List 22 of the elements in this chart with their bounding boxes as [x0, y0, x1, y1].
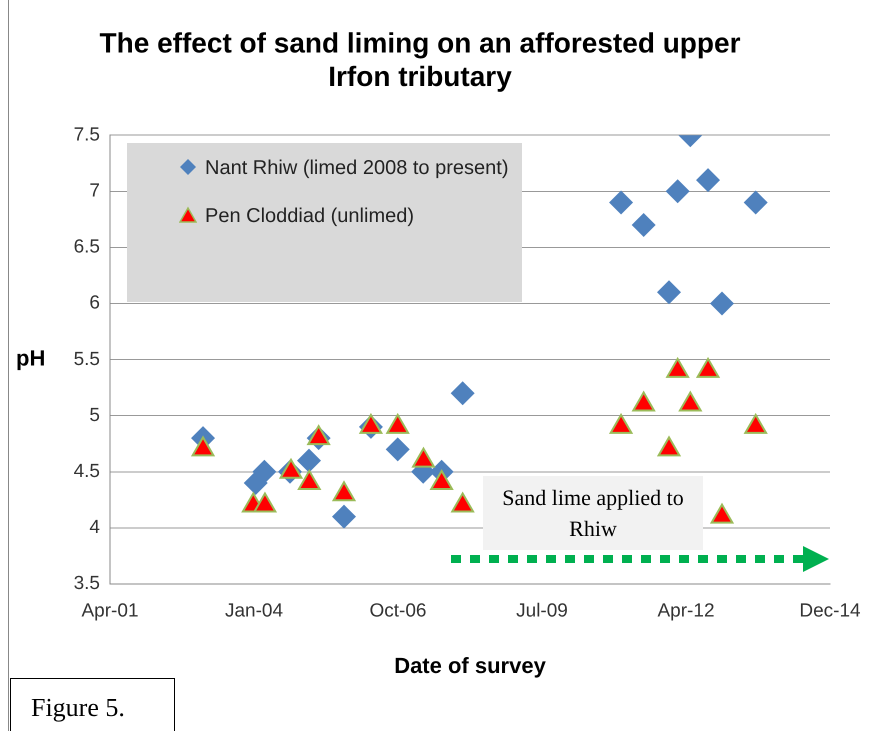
y-tick-label: 7.5: [74, 124, 100, 146]
x-tick-label: Apr-12: [657, 600, 715, 622]
x-tick-label: Dec-14: [799, 600, 862, 622]
x-tick-label: Oct-06: [369, 600, 427, 622]
y-tick-label: 4: [89, 517, 100, 538]
y-tick-label: 4.5: [74, 461, 100, 482]
y-tick-label: 7: [89, 180, 100, 202]
x-tick-label: Jan-04: [224, 600, 284, 622]
y-axis-title: pH: [16, 346, 46, 371]
y-tick-label: 6: [89, 292, 100, 314]
x-axis-title: Date of survey: [394, 652, 547, 678]
x-tick-label: Jul-09: [516, 600, 568, 622]
legend-label: Nant Rhiw (limed 2008 to present): [205, 156, 508, 181]
x-tick-label: Apr-01: [81, 600, 139, 622]
y-tick-label: 5: [89, 404, 100, 426]
caption: Figure 5.: [10, 678, 175, 731]
y-tick-label: 6.5: [74, 236, 100, 258]
y-tick-label: 5.5: [74, 348, 100, 370]
chart-title: The effect of sand liming on an afforested upper Irfon tributary: [100, 28, 741, 92]
y-tick-label: 3.5: [74, 573, 100, 594]
legend-label: Pen Cloddiad (unlimed): [205, 204, 414, 229]
annotation: Sand lime applied to Rhiw: [483, 476, 703, 550]
